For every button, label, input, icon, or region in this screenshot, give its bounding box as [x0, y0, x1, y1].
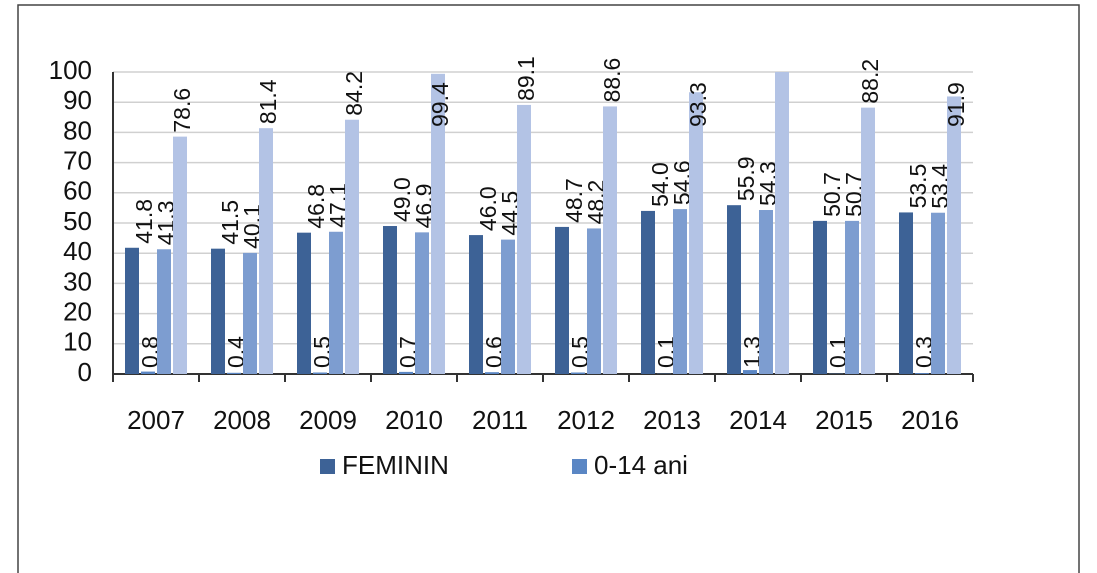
- bar: [211, 248, 225, 374]
- value-label: 88.6: [599, 58, 625, 103]
- y-tick-label: 50: [63, 206, 92, 236]
- bar: [243, 252, 257, 374]
- bar: [899, 212, 913, 374]
- legend-swatch: [320, 459, 335, 474]
- value-label: 91.9: [943, 82, 969, 127]
- bar: [861, 107, 875, 375]
- bar: [641, 210, 655, 374]
- x-tick-label: 2008: [213, 405, 271, 435]
- y-tick-label: 90: [63, 85, 92, 115]
- bar: [259, 128, 273, 374]
- x-tick-label: 2014: [729, 405, 787, 435]
- y-tick-label: 70: [63, 145, 92, 175]
- bar: [689, 92, 703, 374]
- value-label: 55.9: [733, 156, 759, 201]
- bar: [555, 226, 569, 374]
- value-label: 84.2: [341, 71, 367, 116]
- bar: [845, 220, 859, 374]
- bar: [297, 232, 311, 374]
- x-tick-label: 2007: [127, 405, 185, 435]
- bar: [673, 209, 687, 374]
- bar: [313, 372, 327, 374]
- value-label: 78.6: [169, 88, 195, 133]
- value-label: 41.5: [217, 200, 243, 245]
- y-tick-label: 40: [63, 236, 92, 266]
- x-tick-label: 2016: [901, 405, 959, 435]
- value-label: 81.4: [255, 79, 281, 124]
- x-tick-label: 2015: [815, 405, 873, 435]
- bar: [329, 231, 343, 374]
- legend-label: 0-14 ani: [594, 450, 688, 480]
- bar: [345, 119, 359, 374]
- bar: [727, 205, 741, 374]
- bar: [931, 212, 945, 374]
- bar: [157, 249, 171, 374]
- bar: [415, 232, 429, 374]
- bar: [915, 373, 929, 374]
- bar: [173, 136, 187, 374]
- y-tick-label: 10: [63, 327, 92, 357]
- y-tick-label: 20: [63, 296, 92, 326]
- bar: [485, 372, 499, 374]
- y-tick-label: 30: [63, 266, 92, 296]
- bar: [125, 247, 139, 374]
- value-label: 50.7: [819, 172, 845, 217]
- bar: [501, 239, 515, 374]
- value-label: 41.8: [131, 199, 157, 244]
- value-label: 99.4: [427, 82, 453, 127]
- value-label: 89.1: [513, 56, 539, 101]
- x-tick-label: 2012: [557, 405, 615, 435]
- x-tick-label: 2013: [643, 405, 701, 435]
- bar: [141, 371, 155, 374]
- y-tick-label: 60: [63, 176, 92, 206]
- bar: [227, 372, 241, 374]
- value-label: 54.0: [647, 162, 673, 207]
- bar: [469, 235, 483, 374]
- x-tick-label: 2009: [299, 405, 357, 435]
- legend-label: FEMININ: [342, 450, 449, 480]
- bar: [603, 106, 617, 374]
- bar: [431, 73, 445, 374]
- bar: [517, 104, 531, 374]
- value-label: 93.3: [685, 82, 711, 127]
- value-label: 49.0: [389, 177, 415, 222]
- value-label: 46.8: [303, 184, 329, 229]
- bar: [587, 228, 601, 374]
- bar: [399, 371, 413, 374]
- bar: [813, 220, 827, 374]
- bar: [571, 372, 585, 374]
- bar: [775, 72, 789, 374]
- y-tick-label: 0: [78, 357, 92, 387]
- x-tick-label: 2010: [385, 405, 443, 435]
- y-tick-label: 80: [63, 115, 92, 145]
- legend-swatch: [572, 459, 587, 474]
- bar: [947, 96, 961, 374]
- value-label: 88.2: [857, 59, 883, 104]
- value-label: 53.5: [905, 164, 931, 209]
- y-tick-label: 100: [49, 55, 92, 85]
- bar: [743, 370, 757, 374]
- bar: [759, 210, 773, 374]
- bar: [383, 226, 397, 374]
- value-label: 48.7: [561, 178, 587, 223]
- x-tick-label: 2011: [472, 405, 528, 435]
- value-label: 46.0: [475, 186, 501, 231]
